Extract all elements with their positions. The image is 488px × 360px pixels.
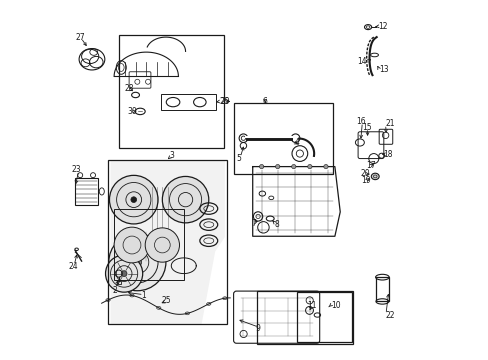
Text: 9: 9 bbox=[255, 324, 260, 333]
Text: 12: 12 bbox=[378, 22, 387, 31]
Text: 16: 16 bbox=[355, 117, 365, 126]
Circle shape bbox=[121, 271, 127, 276]
Circle shape bbox=[145, 228, 179, 262]
Circle shape bbox=[259, 165, 263, 169]
Text: 22: 22 bbox=[385, 311, 395, 320]
Text: 17: 17 bbox=[366, 161, 375, 170]
Circle shape bbox=[307, 165, 311, 169]
Circle shape bbox=[162, 176, 208, 223]
Text: 26: 26 bbox=[220, 97, 229, 106]
Text: 28: 28 bbox=[124, 84, 134, 93]
Text: 24: 24 bbox=[68, 262, 78, 271]
Text: 7: 7 bbox=[250, 219, 255, 228]
Ellipse shape bbox=[106, 298, 110, 301]
Circle shape bbox=[323, 165, 327, 169]
Bar bbox=[75, 178, 98, 205]
Bar bbox=[119, 35, 224, 148]
Circle shape bbox=[108, 234, 165, 291]
Text: 30: 30 bbox=[127, 107, 137, 116]
Text: 27: 27 bbox=[75, 33, 85, 42]
Polygon shape bbox=[110, 160, 224, 324]
Text: 21: 21 bbox=[385, 119, 394, 128]
Text: 25: 25 bbox=[162, 296, 171, 305]
Circle shape bbox=[133, 258, 142, 266]
Bar bbox=[375, 277, 388, 301]
Text: 8: 8 bbox=[274, 220, 279, 229]
Ellipse shape bbox=[185, 312, 189, 315]
Text: 18: 18 bbox=[382, 150, 392, 159]
Circle shape bbox=[291, 165, 295, 169]
Text: 13: 13 bbox=[379, 66, 388, 75]
Text: 4: 4 bbox=[294, 138, 299, 147]
Circle shape bbox=[114, 227, 149, 263]
Text: 6: 6 bbox=[262, 97, 267, 106]
Circle shape bbox=[275, 165, 279, 169]
Bar bbox=[108, 160, 226, 324]
Bar bbox=[297, 292, 351, 342]
Circle shape bbox=[109, 175, 158, 224]
Text: 14: 14 bbox=[357, 57, 366, 66]
Bar bbox=[233, 103, 332, 174]
Text: 3: 3 bbox=[169, 151, 174, 160]
Bar bbox=[114, 209, 183, 280]
Circle shape bbox=[105, 255, 142, 292]
Text: 2: 2 bbox=[113, 285, 117, 294]
Ellipse shape bbox=[206, 302, 210, 305]
Text: 29: 29 bbox=[220, 97, 229, 106]
Bar bbox=[160, 94, 216, 110]
Ellipse shape bbox=[156, 306, 161, 309]
Text: 5: 5 bbox=[236, 154, 241, 163]
Text: 11: 11 bbox=[306, 301, 316, 310]
Text: 10: 10 bbox=[330, 301, 340, 310]
Text: 1: 1 bbox=[141, 291, 146, 300]
Ellipse shape bbox=[130, 294, 134, 297]
Text: 20: 20 bbox=[360, 169, 369, 178]
Circle shape bbox=[131, 197, 136, 203]
Text: 23: 23 bbox=[71, 166, 81, 175]
Text: 15: 15 bbox=[361, 123, 371, 132]
Bar bbox=[257, 291, 352, 343]
Ellipse shape bbox=[370, 173, 378, 180]
Ellipse shape bbox=[222, 297, 226, 300]
Text: 19: 19 bbox=[361, 176, 370, 185]
Bar bbox=[116, 281, 121, 284]
